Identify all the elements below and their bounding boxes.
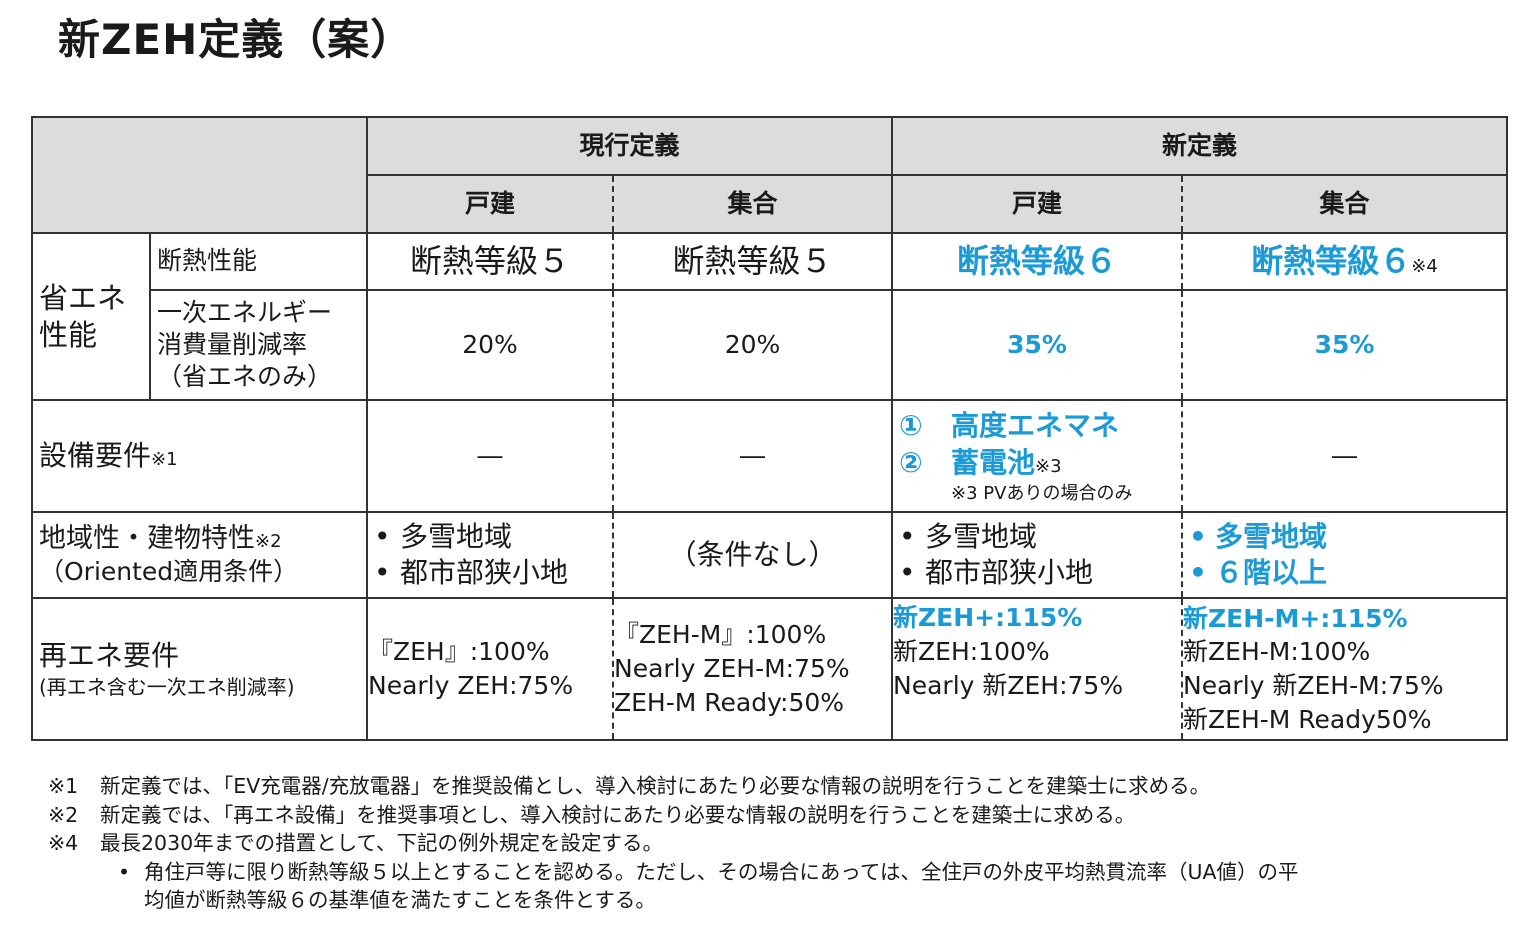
energy-group-label: 省エネ性能 [31,232,151,401]
list-item: 多雪地域 [899,519,1181,555]
page-title: 新ZEH定義（案） [58,15,414,64]
footnotes: ※1 新定義では、「EV充電器/充放電器」を推奨設備とし、導入検討にあたり必要な情… [48,772,1298,915]
renewable-label: 再エネ要件 (再エネ含む一次エネ削減率) [31,597,368,741]
header-current: 現行定義 [365,116,894,176]
footnote-4: ※4 最長2030年までの措置として、下記の例外規定を設定する。 [48,831,664,855]
list-item: 都市部狭小地 [899,555,1181,591]
new-detached-primary: 35% [891,289,1184,401]
header-new-collective: 集合 [1181,174,1509,234]
footnote-4-detail: • 角住戸等に限り断熱等級５以上とすることを認める。ただし、その場合にあっては、… [118,859,1299,913]
header-current-collective: 集合 [611,174,894,234]
new-collective-renewable: 新ZEH-M+:115% 新ZEH-M:100% Nearly 新ZEH-M:7… [1181,597,1509,741]
cur-detached-insulation: 断熱等級５ [366,232,614,291]
list-item: 都市部狭小地 [374,555,612,591]
primary-energy-label: 一次エネルギー 消費量削減率 （省エネのみ） [149,289,368,401]
new-collective-primary: 35% [1181,289,1509,401]
footnote-1: ※1 新定義では、「EV充電器/充放電器」を推奨設備とし、導入検討にあたり必要な情… [48,774,1211,798]
zeh-definition-table: 現行定義 新定義 戸建 集合 戸建 集合 省エネ性能 断熱性能 断熱等級５ 断熱… [31,116,1509,741]
new-collective-equipment: ― [1181,399,1509,513]
cur-collective-insulation: 断熱等級５ [611,232,894,291]
new-detached-equipment: ① 高度エネマネ ② 蓄電池※3 ※3 PVありの場合のみ [891,399,1184,513]
new-collective-insulation: 断熱等級６※4 [1181,232,1509,291]
cur-collective-equipment: ― [611,399,894,513]
cur-detached-regional: 多雪地域 都市部狭小地 [366,511,614,599]
cur-detached-renewable: 『ZEH』:100% Nearly ZEH:75% [366,597,614,741]
new-detached-insulation: 断熱等級６ [891,232,1184,291]
header-current-detached: 戸建 [366,174,614,234]
header-corner [31,116,368,234]
new-collective-regional: 多雪地域 ６階以上 [1181,511,1509,599]
cur-collective-renewable: 『ZEH-M』:100% Nearly ZEH-M:75% ZEH-M Read… [611,597,894,741]
new-detached-renewable: 新ZEH+:115% 新ZEH:100% Nearly 新ZEH:75% [891,597,1184,741]
footnote-2: ※2 新定義では、「再エネ設備」を推奨事項とし、導入検討にあたり必要な情報の説明を… [48,802,1136,827]
cur-detached-primary: 20% [366,289,614,401]
header-new: 新定義 [891,116,1509,176]
cur-collective-primary: 20% [611,289,894,401]
list-item: 多雪地域 [374,519,612,555]
new-detached-regional: 多雪地域 都市部狭小地 [891,511,1184,599]
cur-detached-equipment: ― [366,399,614,513]
note-4-marker: ※4 [1411,255,1438,277]
insulation-label: 断熱性能 [149,232,368,291]
list-item: ６階以上 [1189,555,1506,591]
list-item: 多雪地域 [1189,519,1506,555]
new-collective-insulation-value: 断熱等級６ [1251,241,1412,280]
header-new-detached: 戸建 [891,174,1184,234]
regional-label: 地域性・建物特性※2 （Oriented適用条件） [31,511,368,599]
equipment-label: 設備要件※1 [31,399,368,513]
cur-collective-regional: （条件なし） [611,511,894,599]
